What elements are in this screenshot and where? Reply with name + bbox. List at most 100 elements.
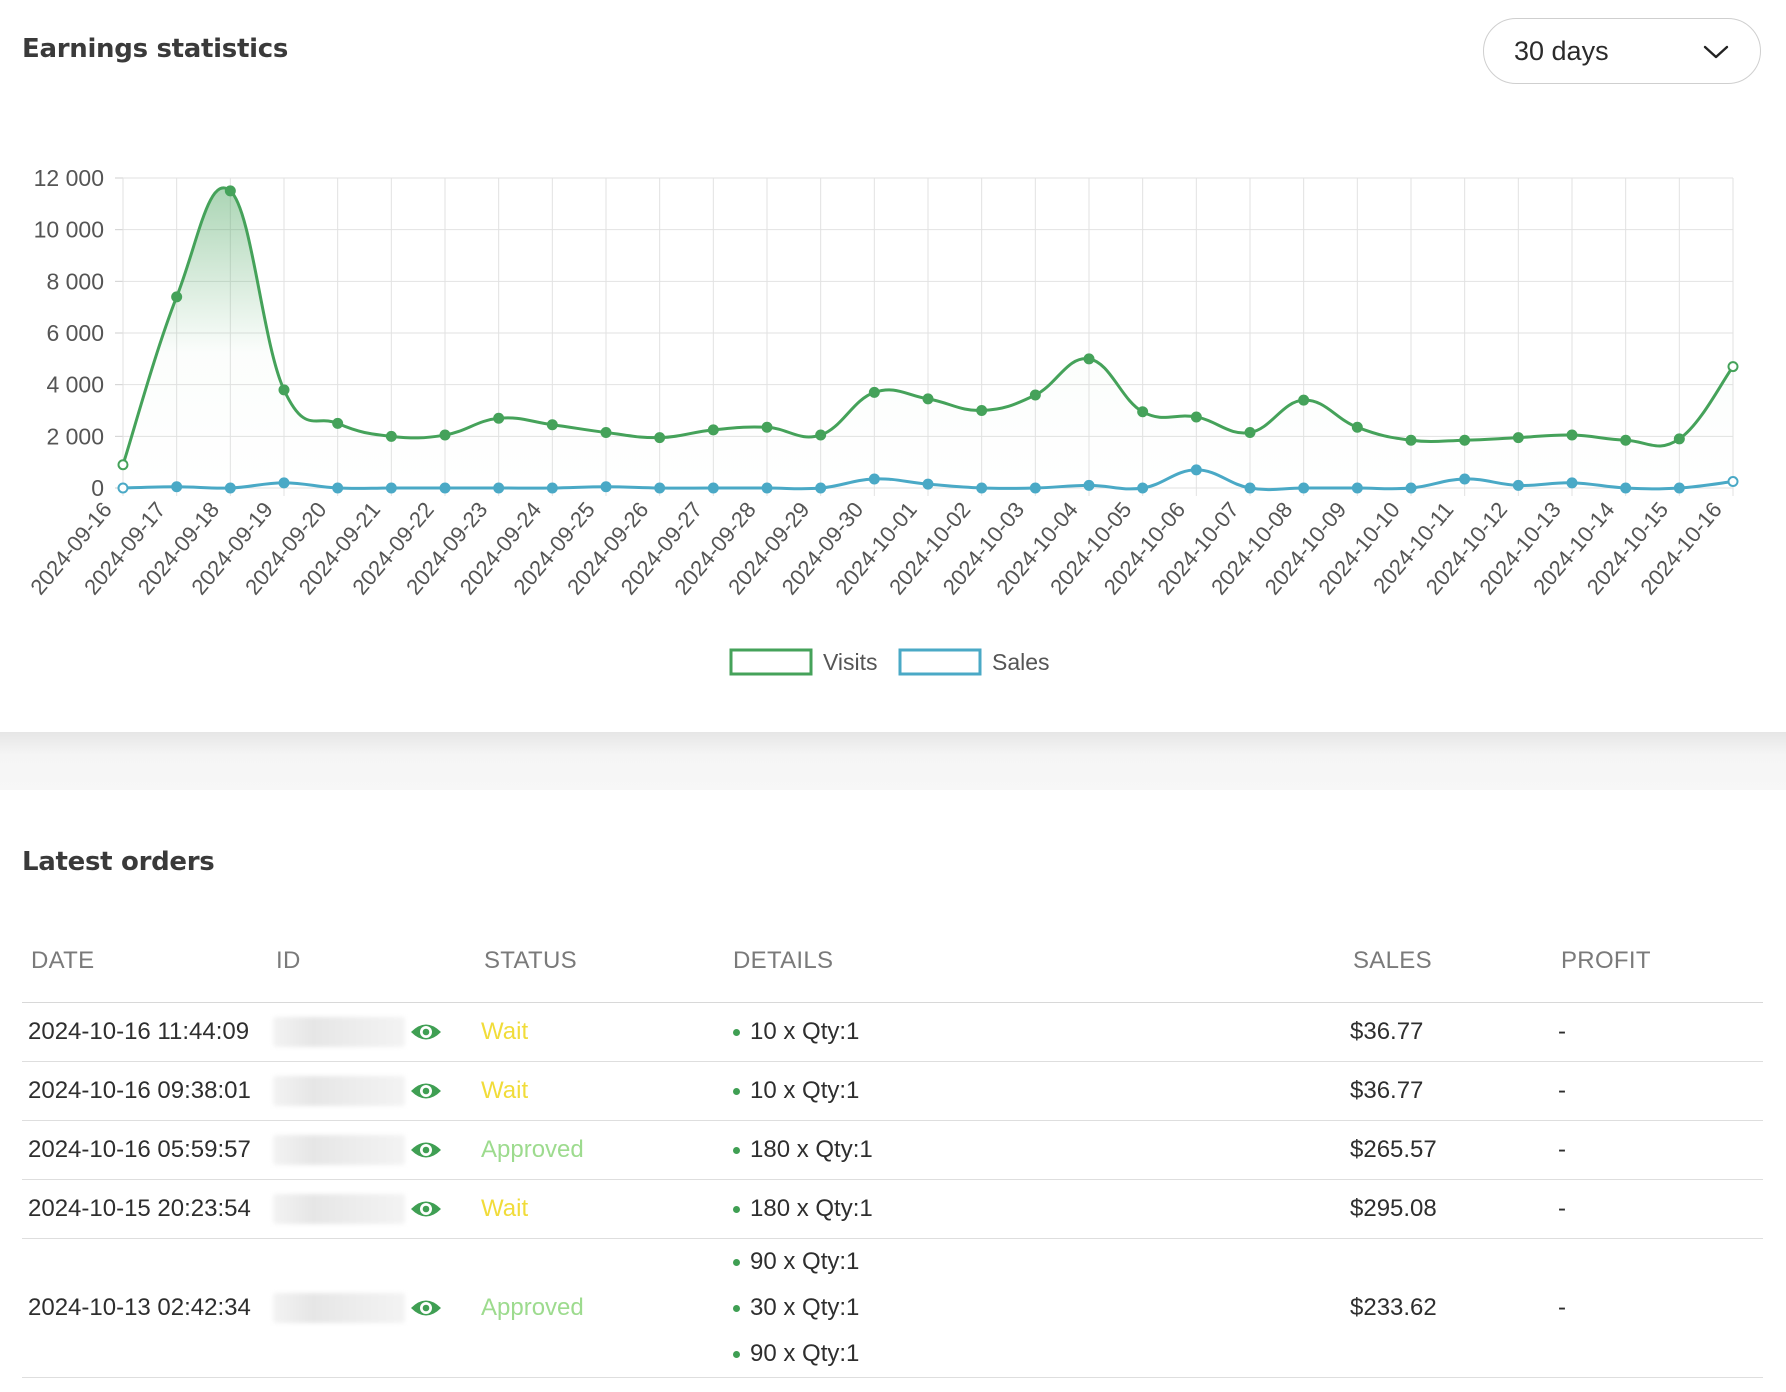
visits-line [121,186,1735,466]
y-tick-label: 12 000 [34,165,104,191]
order-profit: - [1552,1179,1763,1239]
visits-point [1405,434,1417,446]
visits-point [600,426,612,438]
visits-point [224,185,236,197]
order-status: Wait [475,1179,724,1239]
visits-point [117,459,129,471]
visits-point [493,412,505,424]
sales-point [439,482,451,494]
column-header-status: STATUS [475,920,724,1003]
table-row: 2024-10-16 11:44:09 Wait 10 x Qty:1 $36.… [22,1002,1763,1062]
sales-point [1244,482,1256,494]
sales-point [332,482,344,494]
visits-point [1673,433,1685,445]
earnings-statistics-card: Earnings statistics 30 days 12 000 10 000… [22,18,1761,676]
order-id-cell [267,1179,475,1239]
latest-orders-title: Latest orders [22,847,215,877]
sales-point [171,481,183,493]
order-id-redacted [273,1017,405,1047]
order-details: 10 x Qty:1 [724,1002,1344,1062]
order-date: 2024-10-15 20:23:54 [22,1179,267,1239]
legend-label-visits: Visits [823,649,878,675]
order-id-redacted [273,1135,405,1165]
y-tick-label: 0 [91,475,104,501]
table-row: 2024-10-15 20:23:54 Wait 180 x Qty:1 $29… [22,1179,1763,1239]
sales-point [117,482,129,494]
sales-point [1512,479,1524,491]
sales-point [1673,482,1685,494]
order-profit: - [1552,1061,1763,1121]
visits-point [868,386,880,398]
order-id-cell [267,1238,475,1378]
order-date: 2024-10-16 05:59:57 [22,1120,267,1180]
visits-point [815,429,827,441]
order-date: 2024-10-16 11:44:09 [22,1002,267,1062]
order-date: 2024-10-13 02:42:34 [22,1238,267,1378]
order-details: 90 x Qty:1 30 x Qty:1 90 x Qty:1 [724,1238,1344,1378]
order-details: 180 x Qty:1 [724,1179,1344,1239]
order-id-redacted [273,1076,405,1106]
visits-point [1190,411,1202,423]
list-item: 10 x Qty:1 [730,1009,1344,1055]
sales-point [868,473,880,485]
order-sales: $36.77 [1344,1002,1552,1062]
order-profit: - [1552,1238,1763,1378]
latest-orders-card: Latest orders DATE ID STATUS DETAILS SAL… [0,790,1786,1392]
section-divider [0,732,1786,790]
sales-point [1620,482,1632,494]
sales-point [385,482,397,494]
eye-icon[interactable] [409,1198,443,1220]
date-range-select[interactable]: 30 days [1483,18,1761,84]
sales-point [922,478,934,490]
order-profit: - [1552,1120,1763,1180]
sales-point [546,482,558,494]
order-status: Wait [475,1002,724,1062]
order-details: 180 x Qty:1 [724,1120,1344,1180]
visits-point [1620,434,1632,446]
legend-swatch-visits [729,648,813,676]
sales-point [1083,479,1095,491]
eye-icon[interactable] [409,1080,443,1102]
column-header-date: DATE [22,920,267,1003]
visits-point [1351,421,1363,433]
visits-point [1137,406,1149,418]
sales-point [1298,482,1310,494]
earnings-statistics-title: Earnings statistics [22,34,288,64]
orders-table: DATE ID STATUS DETAILS SALES PROFIT 2024… [22,920,1763,1378]
order-date: 2024-10-16 09:38:01 [22,1061,267,1121]
sales-point [654,482,666,494]
legend-swatch-sales [898,648,982,676]
order-status: Approved [475,1120,724,1180]
visits-point [171,291,183,303]
visits-point [1566,429,1578,441]
sales-point [815,482,827,494]
eye-icon[interactable] [409,1297,443,1319]
list-item: 10 x Qty:1 [730,1068,1344,1114]
visits-point [1083,353,1095,365]
visits-point [332,417,344,429]
table-row: 2024-10-13 02:42:34 Approved 90 x Qty:1 … [22,1238,1763,1378]
y-tick-label: 8 000 [46,268,104,294]
list-item: 90 x Qty:1 [730,1239,1344,1285]
order-status: Approved [475,1238,724,1378]
visits-point [278,384,290,396]
eye-icon[interactable] [409,1139,443,1161]
visits-point [1029,389,1041,401]
visits-point [922,393,934,405]
visits-point [761,421,773,433]
sales-point [1405,482,1417,494]
list-item: 30 x Qty:1 [730,1285,1344,1331]
sales-point [1566,477,1578,489]
column-header-details: DETAILS [724,920,1344,1003]
eye-icon[interactable] [409,1021,443,1043]
sales-point [761,482,773,494]
order-status: Wait [475,1061,724,1121]
visits-point [546,419,558,431]
visits-point [1459,434,1471,446]
order-id-cell [267,1120,475,1180]
visits-point [1727,361,1739,373]
y-tick-label: 4 000 [46,372,104,398]
sales-point [707,482,719,494]
sales-point [224,482,236,494]
sales-point [1190,464,1202,476]
